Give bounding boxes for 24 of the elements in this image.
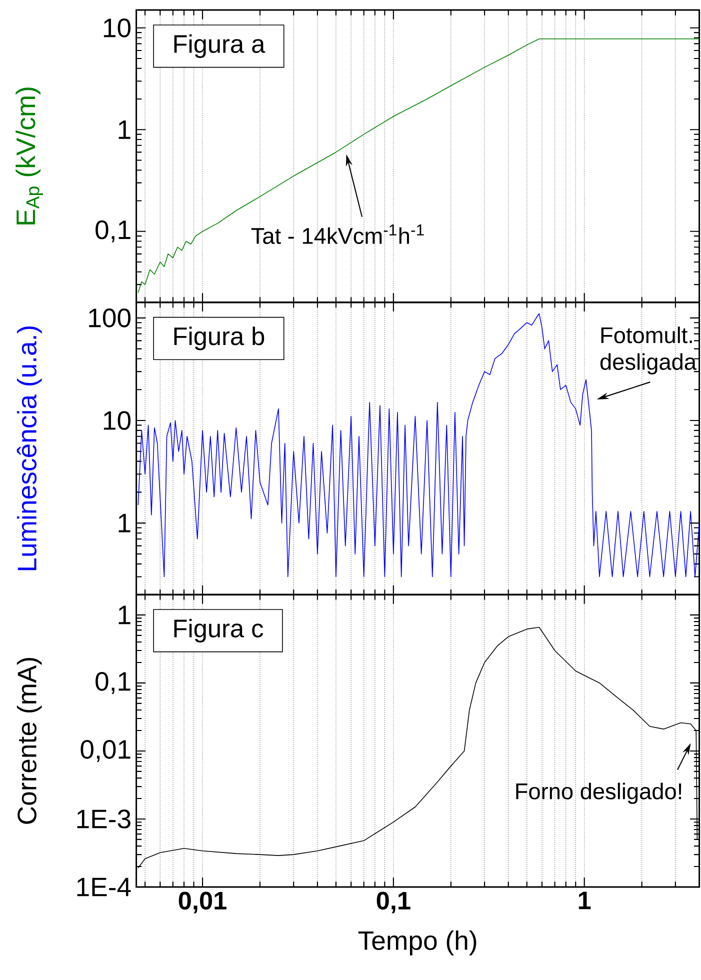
x-tick-label: 0,1 [376, 892, 410, 914]
y-tick-label: 100 [89, 308, 131, 328]
y-axis-title: Corrente (mA) [16, 658, 42, 824]
y-axis-title: Luminescência (u.a.) [16, 326, 42, 570]
annotation: Figura b [174, 326, 264, 350]
annotation: Figura c [174, 618, 264, 642]
y-tick-label: 10 [104, 18, 131, 38]
x-tick-label: 0,01 [178, 892, 226, 914]
y-tick-label: 0,1 [96, 672, 130, 694]
annotation: Forno desligado! [516, 782, 682, 804]
annotation: Tat - 14kVcm$^{-1}$h$^{-1}$ [251, 224, 424, 244]
y-tick-label: 1 [118, 514, 130, 532]
annotation: Figura a [174, 34, 266, 58]
y-tick-label: 1 [118, 120, 130, 139]
y-tick-label: 0,01 [80, 740, 130, 762]
y-tick-label: 1E-3 [77, 810, 130, 828]
annotation: Fotomult. desligada [600, 326, 697, 374]
x-tick-label: 1 [578, 892, 591, 910]
y-axis-title: E$_{Ap}$ (kV/cm) [16, 88, 43, 224]
y-tick-label: 0,1 [96, 220, 130, 242]
y-tick-label: 1E-4 [77, 878, 131, 896]
x-axis-title: Tempo (h) [358, 930, 476, 956]
y-tick-label: 1 [118, 606, 130, 624]
y-tick-label: 10 [104, 411, 131, 430]
